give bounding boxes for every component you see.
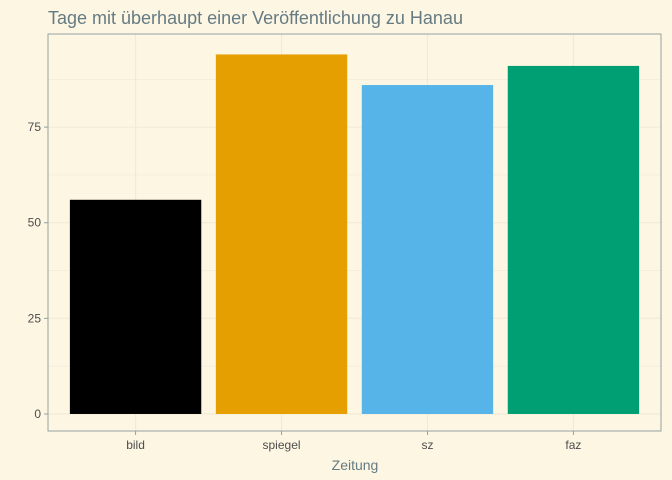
x-tick-label-sz: sz: [421, 438, 433, 452]
x-tick-label-spiegel: spiegel: [263, 438, 301, 452]
bars: [69, 54, 640, 414]
bar-sz: [361, 85, 494, 414]
y-tick-label: 50: [28, 216, 42, 230]
y-axis: 0 25 50 75: [28, 120, 48, 421]
x-axis-title: Zeitung: [332, 457, 379, 473]
x-axis: bild spiegel sz faz: [126, 431, 581, 452]
y-tick-label: 0: [34, 407, 41, 421]
chart-title: Tage mit überhaupt einer Veröffentlichun…: [48, 8, 463, 28]
plot-panel-border: [47, 33, 662, 432]
y-tick-label: 75: [28, 120, 42, 134]
bar-bild: [69, 199, 202, 414]
x-tick-label-bild: bild: [126, 438, 145, 452]
x-tick-label-faz: faz: [565, 438, 581, 452]
y-tick-label: 25: [28, 311, 42, 325]
bar-spiegel: [215, 54, 348, 414]
bar-faz: [507, 65, 640, 414]
